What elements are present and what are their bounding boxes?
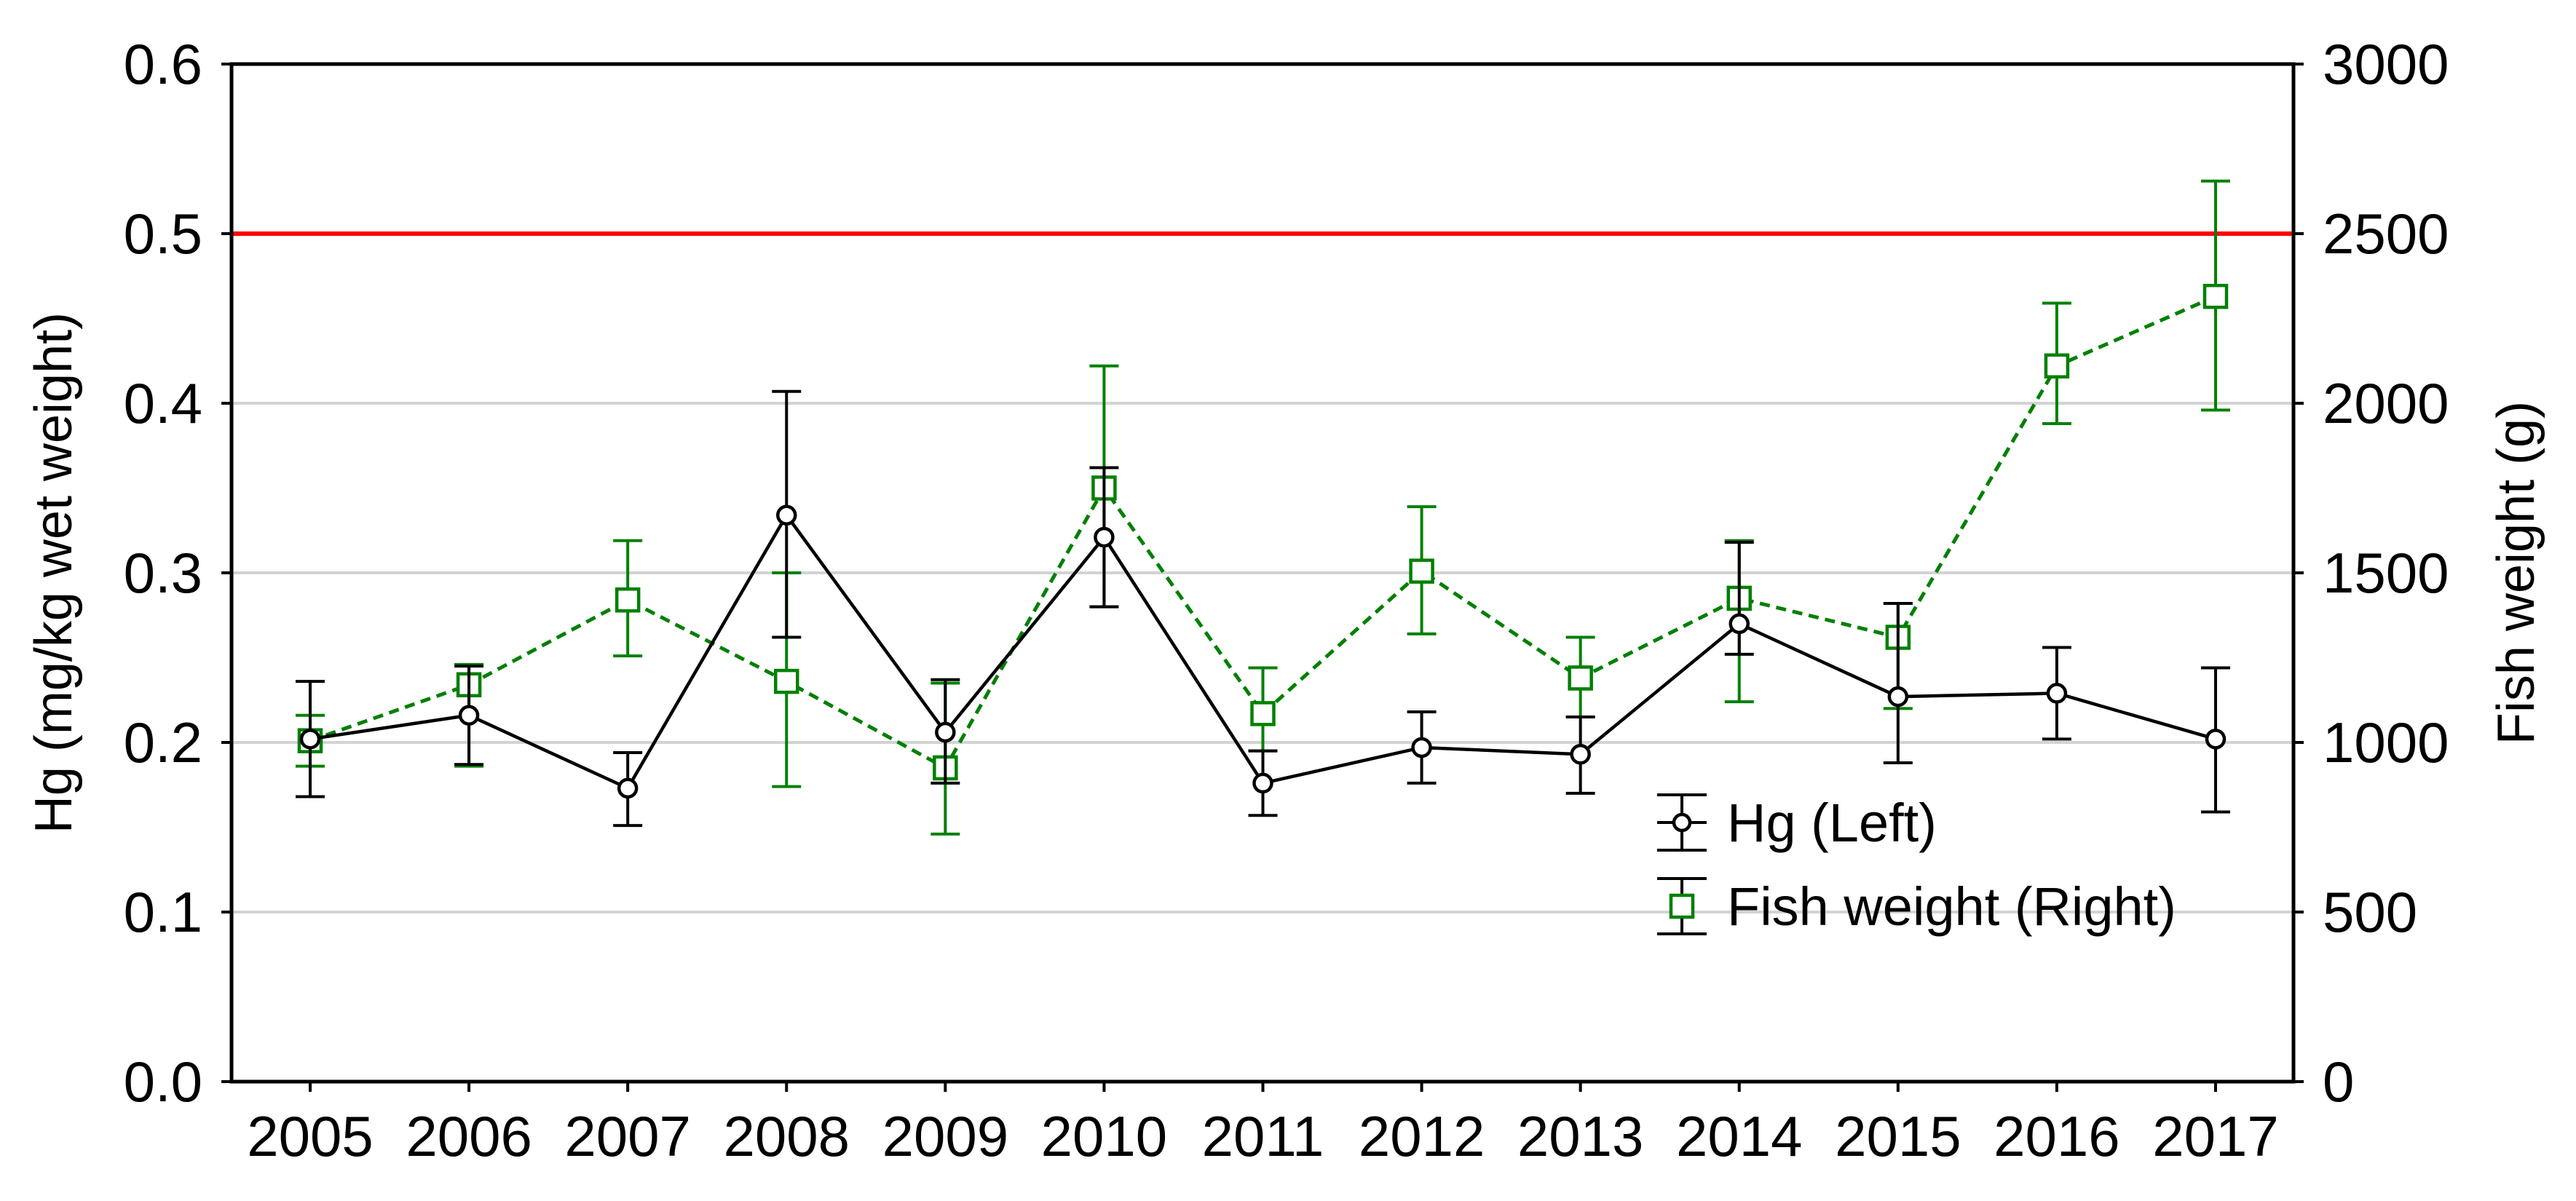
left-tick-label: 0.0 (124, 1050, 202, 1114)
axis-ticks (221, 63, 2304, 1092)
right-tick-label: 3000 (2323, 32, 2449, 96)
hg-point (776, 504, 797, 526)
left-tick-label: 0.3 (124, 541, 202, 605)
legend: Hg (Left) Fish weight (Right) (1657, 793, 2176, 937)
hg-point (617, 777, 639, 799)
right-tick-label: 1500 (2323, 541, 2449, 605)
left-axis-title: Hg (mg/kg wet weight) (25, 312, 83, 833)
hg-point (2205, 729, 2227, 750)
x-tick-label: 2016 (1994, 1104, 2120, 1168)
fish-weight-point (1568, 665, 1593, 691)
x-tick-label: 2014 (1676, 1104, 1803, 1168)
hg-point (299, 729, 321, 750)
right-tick-label: 2500 (2323, 202, 2449, 266)
fish-weight-point (615, 587, 641, 613)
x-tick-label: 2008 (723, 1104, 850, 1168)
fish-weight-point (1250, 701, 1276, 726)
hg-point (458, 705, 480, 726)
x-tick-label: 2012 (1359, 1104, 1485, 1168)
x-tick-label: 2006 (406, 1104, 532, 1168)
right-tick-label: 2000 (2323, 371, 2449, 435)
hg-point (1728, 613, 1750, 635)
fish-weight-point (2044, 353, 2070, 378)
right-axis-title: Fish weight (g) (2487, 401, 2545, 745)
x-tick-label: 2011 (1202, 1104, 1324, 1168)
x-tick-label: 2009 (882, 1104, 1009, 1168)
hg-point (1411, 737, 1432, 758)
x-tick-label: 2015 (1835, 1104, 1961, 1168)
hg-point (1570, 744, 1591, 765)
x-tick-label: 2013 (1517, 1104, 1644, 1168)
right-tick-label: 1000 (2323, 710, 2449, 774)
legend-label-hg: Hg (Left) (1727, 793, 1937, 853)
x-tick-label: 2010 (1041, 1104, 1168, 1168)
hg-point (2046, 683, 2068, 704)
hg-point (1252, 772, 1273, 794)
left-tick-label: 0.1 (124, 880, 202, 944)
legend-label-fish-weight: Fish weight (Right) (1727, 876, 2176, 937)
x-tick-label: 2017 (2152, 1104, 2279, 1168)
series-fish-weight (296, 179, 2230, 836)
fish-weight-point (1409, 558, 1434, 584)
hg-point (1094, 526, 1115, 548)
x-tick-label: 2005 (247, 1104, 374, 1168)
left-tick-label: 0.6 (124, 32, 202, 96)
left-tick-label: 0.5 (124, 202, 202, 266)
right-tick-label: 500 (2323, 880, 2417, 944)
left-tick-label: 0.2 (124, 710, 202, 774)
tick-labels: 0.0 0.1 0.2 0.3 0.4 0.5 0.6 0 500 1000 1500 2000 250… (124, 32, 2449, 1168)
legend-marker-fish-weight (1669, 893, 1695, 919)
x-tick-label: 2007 (564, 1104, 691, 1168)
hg-point (1887, 686, 1909, 707)
right-tick-label: 0 (2323, 1050, 2354, 1114)
fish-weight-point (774, 668, 799, 694)
left-tick-label: 0.4 (124, 371, 202, 435)
hg-point (935, 721, 956, 743)
fish-weight-point (2202, 283, 2229, 309)
series-hg (296, 389, 2230, 828)
legend-marker-hg (1672, 812, 1692, 833)
